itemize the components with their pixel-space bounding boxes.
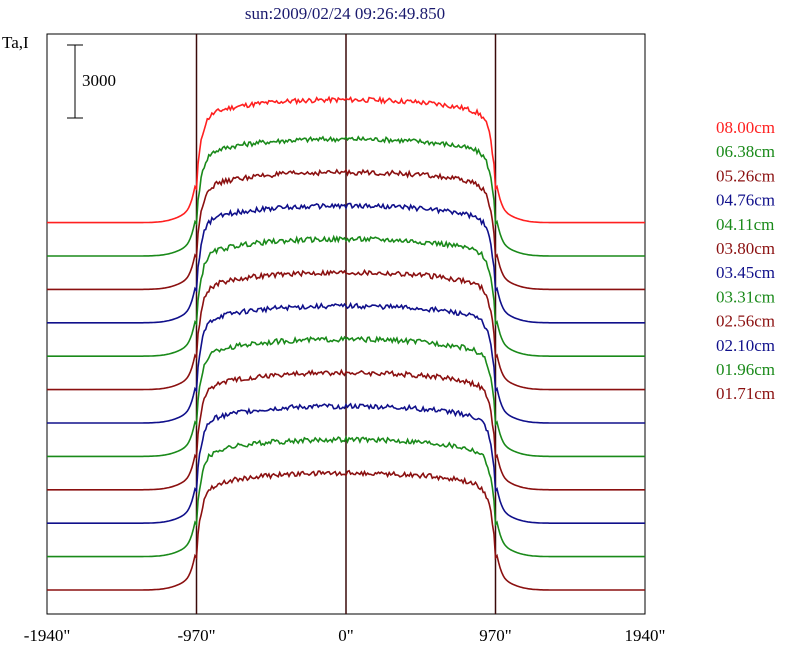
series-line-02.10cm [47, 402, 645, 524]
legend-item-02.10cm: 02.10cm [716, 336, 775, 355]
x-tick-label-3: 970" [479, 626, 511, 645]
legend: 08.00cm 06.38cm 05.26cm 04.76cm 04.11cm 03.80… [716, 118, 775, 403]
series-line-03.80cm [47, 268, 645, 391]
x-tick-label-0: -1940" [24, 626, 71, 645]
legend-item-03.45cm: 03.45cm [716, 263, 775, 282]
y-axis-label: Ta,I [2, 33, 29, 52]
legend-item-05.26cm: 05.26cm [716, 166, 775, 185]
x-tick-label-4: 1940" [625, 626, 666, 645]
legend-item-01.96cm: 01.96cm [716, 360, 775, 379]
series-line-01.71cm [47, 469, 645, 591]
series-line-02.56cm [47, 368, 645, 491]
x-tick-labels: -1940" -970" 0" 970" 1940" [24, 626, 666, 645]
series-line-03.31cm [47, 335, 645, 458]
series-line-04.76cm [47, 202, 645, 324]
chart-title: sun:2009/02/24 09:26:49.850 [245, 4, 445, 23]
series-line-05.26cm [47, 168, 645, 291]
legend-item-04.76cm: 04.76cm [716, 191, 775, 210]
legend-item-03.31cm: 03.31cm [716, 287, 775, 306]
series-line-04.11cm [47, 234, 645, 357]
series-lines [47, 95, 645, 591]
vertical-reference-lines [195, 34, 497, 614]
series-line-08.00cm [47, 95, 645, 224]
legend-item-04.11cm: 04.11cm [716, 215, 774, 234]
scale-bar: 3000 [67, 44, 116, 119]
series-line-03.45cm [47, 301, 645, 424]
legend-item-03.80cm: 03.80cm [716, 239, 775, 258]
x-tick-label-1: -970" [177, 626, 215, 645]
legend-item-02.56cm: 02.56cm [716, 312, 775, 331]
x-tick-label-2: 0" [338, 626, 353, 645]
series-line-01.96cm [47, 435, 645, 558]
legend-item-06.38cm: 06.38cm [716, 142, 775, 161]
legend-item-01.71cm: 01.71cm [716, 384, 775, 403]
scale-bar-label: 3000 [82, 71, 116, 90]
series-line-06.38cm [47, 135, 645, 257]
legend-item-08.00cm: 08.00cm [716, 118, 775, 137]
